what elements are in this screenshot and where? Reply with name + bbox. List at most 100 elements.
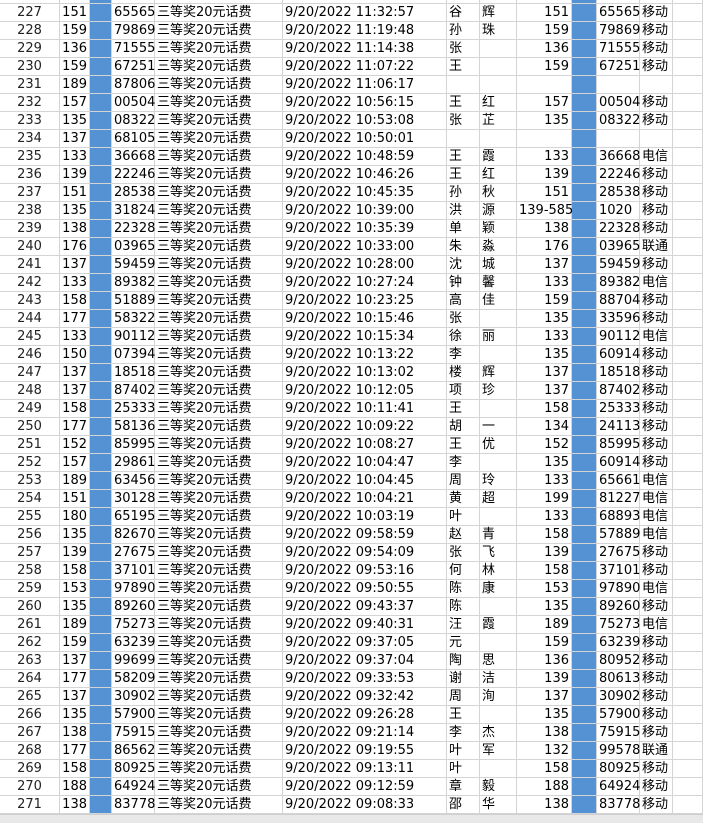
carrier-cell[interactable]	[640, 76, 673, 94]
surname-cell[interactable]: 沈	[447, 256, 480, 274]
phone-prefix-cell[interactable]: 139	[517, 166, 572, 184]
masked-cell[interactable]	[572, 508, 597, 526]
prize-cell[interactable]: 三等奖20元话费	[155, 508, 283, 526]
datetime-cell[interactable]: 9/20/2022 10:13:02	[283, 364, 447, 382]
surname-cell[interactable]: 李	[447, 346, 480, 364]
carrier-cell[interactable]: 移动	[640, 706, 673, 724]
surname-cell[interactable]: 汪	[447, 616, 480, 634]
prize-cell[interactable]: 三等奖20元话费	[155, 292, 283, 310]
phone-suffix-cell[interactable]: 60914	[597, 454, 641, 472]
surname-cell[interactable]: 张	[447, 544, 480, 562]
prize-cell[interactable]: 三等奖20元话费	[155, 634, 283, 652]
row-number-cell[interactable]: 227	[0, 4, 60, 22]
prize-cell[interactable]: 三等奖20元话费	[155, 526, 283, 544]
carrier-cell[interactable]: 移动	[640, 256, 673, 274]
prefix-cell[interactable]: 158	[60, 292, 90, 310]
suffix-cell[interactable]: 58322	[112, 310, 156, 328]
phone-suffix-cell[interactable]: 79869	[597, 22, 641, 40]
row-number-cell[interactable]: 268	[0, 742, 60, 760]
row-number-cell[interactable]: 252	[0, 454, 60, 472]
given-name-cell[interactable]	[480, 598, 517, 616]
prize-cell[interactable]: 三等奖20元话费	[155, 796, 283, 814]
suffix-cell[interactable]: 75915	[112, 724, 156, 742]
prefix-cell[interactable]: 158	[60, 760, 90, 778]
prize-cell[interactable]: 三等奖20元话费	[155, 112, 283, 130]
phone-prefix-cell[interactable]	[517, 76, 572, 94]
carrier-cell[interactable]: 移动	[640, 184, 673, 202]
prize-cell[interactable]: 三等奖20元话费	[155, 724, 283, 742]
prize-cell[interactable]: 三等奖20元话费	[155, 166, 283, 184]
scrollbar[interactable]	[0, 814, 703, 823]
masked-cell[interactable]	[572, 400, 597, 418]
row-number-cell[interactable]: 259	[0, 580, 60, 598]
phone-suffix-cell[interactable]: 37101	[597, 562, 641, 580]
masked-cell[interactable]	[90, 598, 112, 616]
datetime-cell[interactable]: 9/20/2022 09:13:11	[283, 760, 447, 778]
empty-cell[interactable]	[673, 778, 703, 796]
suffix-cell[interactable]: 07394	[112, 346, 156, 364]
surname-cell[interactable]: 朱	[447, 238, 480, 256]
phone-suffix-cell[interactable]: 80925	[597, 760, 641, 778]
prefix-cell[interactable]: 137	[60, 130, 90, 148]
given-name-cell[interactable]: 超	[480, 490, 517, 508]
prize-cell[interactable]: 三等奖20元话费	[155, 562, 283, 580]
prefix-cell[interactable]: 137	[60, 382, 90, 400]
surname-cell[interactable]: 钟	[447, 274, 480, 292]
given-name-cell[interactable]: 军	[480, 742, 517, 760]
surname-cell[interactable]: 张	[447, 112, 480, 130]
empty-cell[interactable]	[673, 436, 703, 454]
carrier-cell[interactable]: 移动	[640, 364, 673, 382]
phone-prefix-cell[interactable]: 158	[517, 760, 572, 778]
prize-cell[interactable]: 三等奖20元话费	[155, 382, 283, 400]
phone-suffix-cell[interactable]	[597, 130, 640, 148]
masked-cell[interactable]	[572, 544, 597, 562]
masked-cell[interactable]	[572, 796, 597, 814]
prefix-cell[interactable]: 137	[60, 364, 90, 382]
given-name-cell[interactable]	[480, 346, 517, 364]
masked-cell[interactable]	[90, 508, 112, 526]
masked-cell[interactable]	[90, 706, 112, 724]
masked-cell[interactable]	[90, 616, 112, 634]
suffix-cell[interactable]: 03965	[112, 238, 156, 256]
masked-cell[interactable]	[90, 22, 112, 40]
phone-suffix-cell[interactable]: 33596	[597, 310, 641, 328]
datetime-cell[interactable]: 9/20/2022 10:35:39	[283, 220, 447, 238]
phone-prefix-cell[interactable]: 135	[517, 346, 572, 364]
masked-cell[interactable]	[90, 688, 112, 706]
phone-suffix-cell[interactable]: 27675	[597, 544, 641, 562]
row-number-cell[interactable]: 232	[0, 94, 60, 112]
empty-cell[interactable]	[673, 148, 703, 166]
phone-prefix-cell[interactable]: 136	[517, 652, 572, 670]
row-number-cell[interactable]: 257	[0, 544, 60, 562]
carrier-cell[interactable]: 电信	[640, 580, 673, 598]
given-name-cell[interactable]	[480, 454, 517, 472]
datetime-cell[interactable]: 9/20/2022 09:21:14	[283, 724, 447, 742]
given-name-cell[interactable]: 洁	[480, 670, 517, 688]
phone-prefix-cell[interactable]: 134	[517, 418, 572, 436]
prize-cell[interactable]: 三等奖20元话费	[155, 220, 283, 238]
row-number-cell[interactable]: 247	[0, 364, 60, 382]
masked-cell[interactable]	[90, 724, 112, 742]
phone-prefix-cell[interactable]: 137	[517, 364, 572, 382]
given-name-cell[interactable]: 颖	[480, 220, 517, 238]
datetime-cell[interactable]: 9/20/2022 10:13:22	[283, 346, 447, 364]
phone-prefix-cell[interactable]: 151	[517, 4, 572, 22]
datetime-cell[interactable]: 9/20/2022 10:56:15	[283, 94, 447, 112]
masked-cell[interactable]	[572, 454, 597, 472]
prize-cell[interactable]: 三等奖20元话费	[155, 346, 283, 364]
phone-suffix-cell[interactable]	[597, 76, 640, 94]
carrier-cell[interactable]: 移动	[640, 4, 673, 22]
surname-cell[interactable]: 谷	[447, 4, 480, 22]
row-number-cell[interactable]: 245	[0, 328, 60, 346]
empty-cell[interactable]	[673, 58, 703, 76]
masked-cell[interactable]	[90, 418, 112, 436]
phone-suffix-cell[interactable]: 28538	[597, 184, 641, 202]
prize-cell[interactable]: 三等奖20元话费	[155, 274, 283, 292]
surname-cell[interactable]: 徐	[447, 328, 480, 346]
prize-cell[interactable]: 三等奖20元话费	[155, 436, 283, 454]
row-number-cell[interactable]: 250	[0, 418, 60, 436]
suffix-cell[interactable]: 87806	[112, 76, 156, 94]
masked-cell[interactable]	[572, 706, 597, 724]
datetime-cell[interactable]: 9/20/2022 09:26:28	[283, 706, 447, 724]
masked-cell[interactable]	[572, 562, 597, 580]
